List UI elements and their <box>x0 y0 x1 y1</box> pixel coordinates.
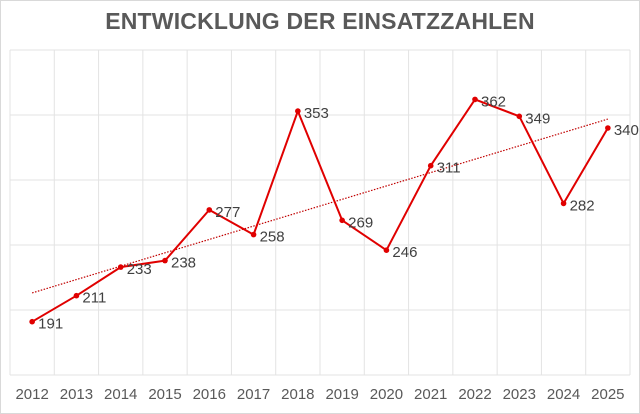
x-tick-label: 2012 <box>15 386 48 403</box>
data-point <box>117 264 124 270</box>
series-line <box>31 98 609 323</box>
data-label: 349 <box>525 110 550 127</box>
x-tick-label: 2013 <box>60 386 93 403</box>
x-tick-label: 2018 <box>281 386 314 403</box>
data-point <box>383 247 390 253</box>
data-point <box>250 231 257 238</box>
x-tick-label: 2015 <box>148 386 181 403</box>
data-label: 246 <box>392 244 417 261</box>
data-point <box>339 217 345 224</box>
data-label: 258 <box>260 229 285 246</box>
data-label: 311 <box>437 160 461 177</box>
x-tick-label: 2022 <box>458 386 491 403</box>
x-tick-label: 2021 <box>414 386 447 403</box>
data-point <box>29 318 35 325</box>
x-tick-label: 2024 <box>547 386 580 403</box>
data-label: 277 <box>215 204 240 221</box>
data-label: 282 <box>570 197 595 214</box>
data-point <box>605 125 611 131</box>
data-point <box>560 200 567 207</box>
x-tick-label: 2014 <box>104 386 137 403</box>
trendline <box>31 118 609 294</box>
x-tick-label: 2017 <box>237 386 270 403</box>
data-label: 238 <box>171 255 196 272</box>
x-tick-label: 2019 <box>325 386 358 403</box>
x-tick-label: 2025 <box>591 386 624 403</box>
x-tick-label: 2016 <box>193 386 226 403</box>
data-point <box>427 162 434 169</box>
x-tick-label: 2020 <box>370 386 403 403</box>
data-label: 362 <box>481 93 506 110</box>
data-point <box>472 96 478 103</box>
chart-title: ENTWICKLUNG DER EINSATZZAHLEN <box>105 8 535 34</box>
data-point <box>516 113 523 120</box>
data-point <box>206 207 213 213</box>
data-label: 340 <box>614 122 639 139</box>
data-point <box>162 257 168 264</box>
data-label: 211 <box>82 290 106 307</box>
data-label: 269 <box>348 214 373 231</box>
data-label: 353 <box>304 105 329 122</box>
data-label: 191 <box>38 316 63 333</box>
data-point <box>295 108 301 114</box>
x-tick-label: 2023 <box>503 386 536 403</box>
data-point <box>73 292 80 299</box>
data-label: 233 <box>127 261 152 278</box>
